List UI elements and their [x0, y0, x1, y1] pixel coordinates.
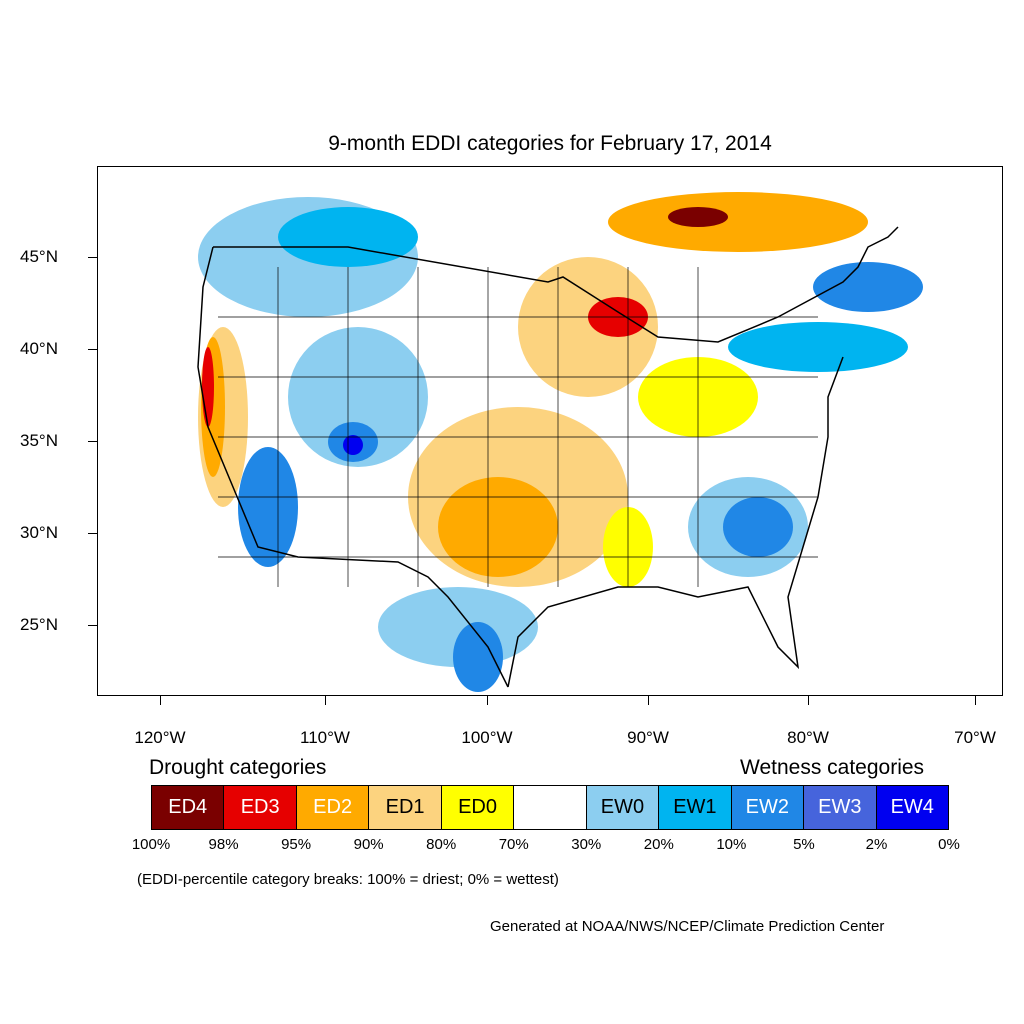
lon-label-70: 70°W	[954, 728, 996, 747]
dry-region-midwest	[518, 257, 658, 397]
border-north-line	[213, 226, 899, 343]
lat-tick	[88, 441, 97, 442]
credit-line: Generated at NOAA/NWS/NCEP/Climate Predi…	[490, 918, 885, 935]
lon-tick	[808, 696, 809, 705]
dry-region-superior-north	[668, 207, 728, 227]
wet-region-great-lakes-east	[728, 322, 908, 372]
map-title: 9-month EDDI categories for February 17,…	[328, 132, 772, 155]
break-label: 10%	[716, 836, 747, 853]
legend-box-ed2: ED2	[296, 786, 370, 829]
legend-box-ed3: ED3	[224, 786, 297, 829]
wet-region-georgia	[723, 497, 793, 557]
legend-box-ed1: ED1	[369, 786, 442, 829]
lon-tick	[648, 696, 649, 705]
break-label: 5%	[793, 836, 815, 853]
legend-box-neutral	[514, 786, 587, 829]
lat-label-40: 40°N	[20, 339, 58, 358]
break-label: 95%	[281, 836, 312, 853]
lon-label-80: 80°W	[787, 728, 829, 747]
lat-tick	[88, 257, 97, 258]
lat-tick	[88, 533, 97, 534]
break-label: 90%	[353, 836, 384, 853]
lon-label-120: 120°W	[134, 728, 186, 747]
dry-region-ontario	[608, 192, 868, 252]
lat-label-25: 25°N	[20, 615, 58, 634]
break-label: 20%	[643, 836, 674, 853]
break-label: 30%	[571, 836, 602, 853]
legend-box-ew3: EW3	[804, 786, 877, 829]
break-label: 100%	[131, 836, 171, 853]
legend-box-ed0: ED0	[441, 786, 515, 829]
dry-region-california-edge	[202, 347, 214, 427]
legend-box-ed4: ED4	[152, 786, 225, 829]
lon-label-100: 100°W	[461, 728, 513, 747]
legend-box-ew4: EW4	[876, 786, 948, 829]
category-legend: ED4 ED3 ED2 ED1 ED0 EW0 EW1 EW2 EW3 EW4	[151, 785, 949, 830]
wet-region-utah-center	[343, 435, 363, 455]
break-label: 0%	[938, 836, 960, 853]
dry-region-texas	[438, 477, 558, 577]
wetness-heading: Wetness categories	[740, 756, 925, 779]
wet-region-texas-coast	[453, 622, 503, 692]
break-label: 80%	[426, 836, 457, 853]
category-note: (EDDI-percentile category breaks: 100% =…	[137, 871, 559, 888]
wet-region-new-england	[813, 262, 923, 312]
map-panel	[97, 166, 1003, 696]
lon-tick	[160, 696, 161, 705]
wet-region-montana	[278, 207, 418, 267]
border-southeast-line	[507, 356, 844, 688]
break-label: 98%	[208, 836, 239, 853]
lat-tick	[88, 625, 97, 626]
lon-tick	[975, 696, 976, 705]
break-label: 2%	[865, 836, 888, 853]
drought-heading: Drought categories	[149, 756, 327, 779]
wet-region-southwest	[238, 447, 298, 567]
wet-region-colorado	[288, 327, 428, 467]
legend-box-ew2: EW2	[731, 786, 805, 829]
lat-label-30: 30°N	[20, 523, 58, 542]
legend-box-ew1: EW1	[659, 786, 732, 829]
lat-tick	[88, 349, 97, 350]
legend-box-ew0: EW0	[586, 786, 660, 829]
eddi-map	[197, 192, 923, 692]
lon-label-90: 90°W	[627, 728, 669, 747]
lat-label-35: 35°N	[20, 431, 58, 450]
break-label: 70%	[498, 836, 529, 853]
lon-tick	[487, 696, 488, 705]
lat-label-45: 45°N	[20, 247, 58, 266]
lon-label-110: 110°W	[300, 728, 350, 747]
lon-tick	[325, 696, 326, 705]
